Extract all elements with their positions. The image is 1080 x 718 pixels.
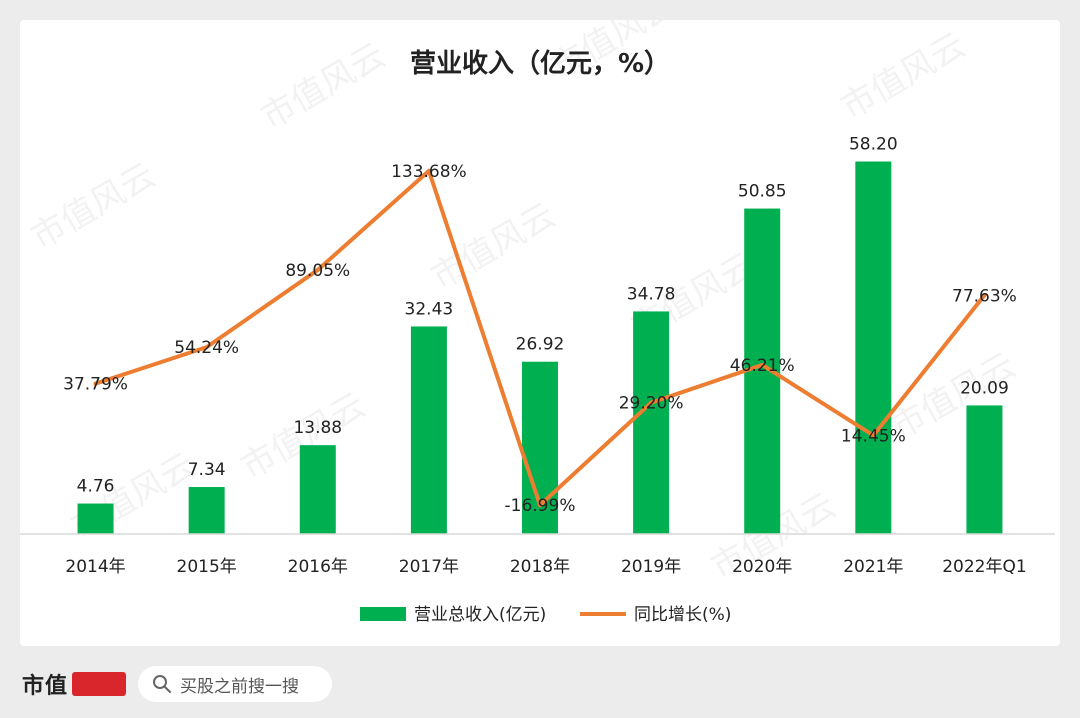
chart-title: 营业收入（亿元，%）	[410, 49, 670, 79]
bar	[855, 161, 892, 534]
line-point	[649, 400, 654, 405]
legend-label-line: 同比增长(%)	[634, 605, 731, 625]
x-tick-label: 2018年	[510, 557, 570, 577]
line-point	[315, 267, 320, 272]
line-value-label: 77.63%	[952, 286, 1017, 306]
x-tick-label: 2019年	[621, 557, 681, 577]
legend-label-bar: 营业总收入(亿元)	[414, 605, 546, 625]
bar	[633, 311, 670, 534]
bar	[966, 405, 1003, 534]
footer: 市值 买股之前搜一搜	[0, 652, 1080, 718]
chart-card: 市值风云 市值风云 市值风云 市值风云 市值风云 市值风云 市值风云 市值风云 市值风云 市值风云…	[20, 20, 1060, 646]
legend-swatch-bar	[360, 607, 406, 621]
x-tick-label: 2022年Q1	[942, 557, 1026, 577]
line-value-label: 37.79%	[63, 375, 128, 395]
bar-value-label: 50.85	[738, 182, 787, 202]
line-value-label: 54.24%	[174, 338, 239, 358]
line-point	[426, 168, 431, 173]
bar-value-label: 26.92	[516, 335, 565, 355]
bar-value-label: 20.09	[960, 378, 1009, 398]
line-value-label: 133.68%	[391, 162, 467, 182]
bar-value-label: 58.20	[849, 135, 898, 155]
bar-value-label: 7.34	[188, 460, 226, 480]
x-tick-label: 2016年	[288, 557, 348, 577]
bar	[188, 487, 225, 534]
watermark-text: 市值风云	[255, 35, 393, 138]
watermark-text: 市值风云	[835, 25, 973, 128]
line-value-label: 14.45%	[841, 426, 906, 446]
bar	[77, 503, 114, 534]
watermark-text: 市值风云	[25, 155, 163, 258]
x-tick-label: 2021年	[843, 557, 903, 577]
x-tick-label: 2020年	[732, 557, 792, 577]
brand-stamp-icon	[72, 672, 127, 696]
watermark-text: 市值风云	[425, 195, 563, 298]
line-point	[538, 503, 542, 508]
line-value-label: 29.20%	[619, 394, 684, 414]
line-value-label: -16.99%	[505, 496, 576, 516]
x-tick-label: 2014年	[65, 557, 125, 577]
bar	[410, 326, 447, 534]
line-point	[93, 381, 98, 386]
line-point	[871, 433, 876, 438]
bar	[299, 445, 336, 534]
line-point	[760, 362, 765, 367]
x-tick-label: 2015年	[177, 557, 237, 577]
bar-value-label: 32.43	[405, 299, 454, 319]
x-tick-label: 2017年	[399, 557, 459, 577]
bar-value-label: 4.76	[77, 477, 115, 497]
line-value-label: 89.05%	[285, 261, 350, 281]
search-button[interactable]: 买股之前搜一搜	[138, 666, 332, 702]
brand-text: 市值	[22, 673, 69, 699]
brand-logo[interactable]: 市值	[22, 666, 127, 702]
search-icon	[153, 675, 171, 693]
line-point	[982, 293, 987, 298]
search-text: 买股之前搜一搜	[180, 676, 299, 697]
line-value-label: 46.21%	[730, 356, 795, 376]
line-point	[204, 345, 209, 350]
bar-value-label: 34.78	[627, 284, 676, 304]
bar-value-label: 13.88	[293, 418, 342, 438]
